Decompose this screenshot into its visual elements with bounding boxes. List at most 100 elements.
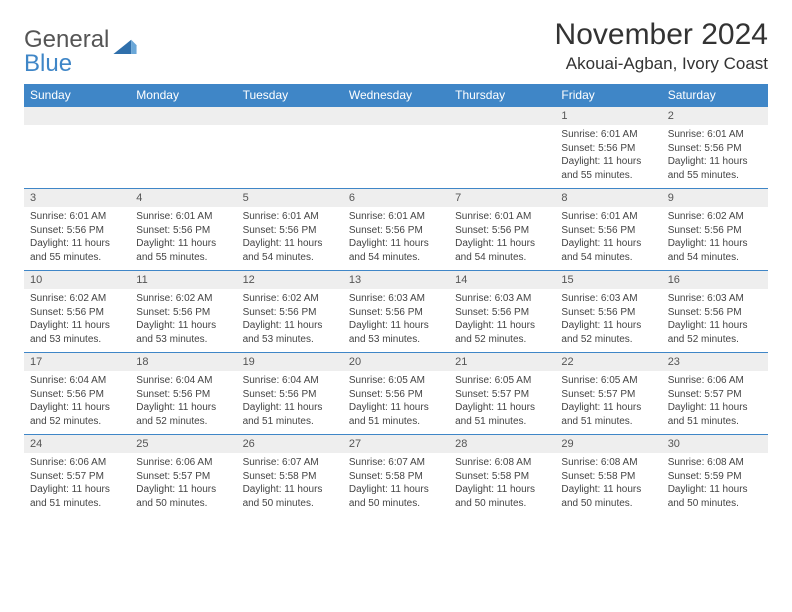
day-detail-line: Sunrise: 6:03 AM [455, 292, 549, 306]
day-cell: Sunrise: 6:03 AMSunset: 5:56 PMDaylight:… [343, 289, 449, 353]
day-detail-line: and 50 minutes. [455, 497, 549, 511]
day-detail-line: Sunset: 5:58 PM [561, 470, 655, 484]
day-detail-line: Daylight: 11 hours [455, 401, 549, 415]
day-detail-line: Sunrise: 6:04 AM [136, 374, 230, 388]
day-header: Tuesday [237, 84, 343, 107]
day-detail-line: Sunrise: 6:02 AM [30, 292, 124, 306]
week-daynum-row: 10111213141516 [24, 271, 768, 290]
day-number: 7 [449, 189, 555, 208]
day-detail-line: Sunrise: 6:08 AM [561, 456, 655, 470]
day-detail-line: Daylight: 11 hours [668, 401, 762, 415]
logo: GeneralBlue [24, 18, 137, 78]
day-detail-line: Sunset: 5:56 PM [349, 306, 443, 320]
day-header-row: SundayMondayTuesdayWednesdayThursdayFrid… [24, 84, 768, 107]
day-number: 6 [343, 189, 449, 208]
day-cell: Sunrise: 6:08 AMSunset: 5:58 PMDaylight:… [555, 453, 661, 516]
day-detail-line: and 50 minutes. [136, 497, 230, 511]
day-detail-line: Sunrise: 6:04 AM [243, 374, 337, 388]
day-detail-line: Daylight: 11 hours [668, 319, 762, 333]
day-detail-line: Daylight: 11 hours [136, 483, 230, 497]
day-detail-line: Daylight: 11 hours [30, 237, 124, 251]
day-detail-line: Sunset: 5:56 PM [561, 224, 655, 238]
day-detail-line: and 51 minutes. [561, 415, 655, 429]
day-cell: Sunrise: 6:03 AMSunset: 5:56 PMDaylight:… [555, 289, 661, 353]
day-number [24, 107, 130, 126]
page-subtitle: Akouai-Agban, Ivory Coast [555, 54, 768, 74]
day-cell: Sunrise: 6:04 AMSunset: 5:56 PMDaylight:… [237, 371, 343, 435]
day-cell [24, 125, 130, 189]
day-number: 4 [130, 189, 236, 208]
day-detail-line: Sunset: 5:56 PM [561, 142, 655, 156]
day-detail-line: Sunrise: 6:01 AM [136, 210, 230, 224]
day-detail-line: and 54 minutes. [349, 251, 443, 265]
day-detail-line: and 50 minutes. [243, 497, 337, 511]
calendar-table: SundayMondayTuesdayWednesdayThursdayFrid… [24, 84, 768, 516]
day-detail-line: and 51 minutes. [455, 415, 549, 429]
day-detail-line: and 52 minutes. [668, 333, 762, 347]
day-number: 27 [343, 435, 449, 454]
day-number: 23 [662, 353, 768, 372]
day-detail-line: Sunset: 5:56 PM [561, 306, 655, 320]
day-detail-line: Sunrise: 6:01 AM [455, 210, 549, 224]
day-detail-line: Daylight: 11 hours [243, 319, 337, 333]
day-detail-line: Daylight: 11 hours [668, 483, 762, 497]
day-number: 1 [555, 107, 661, 126]
day-detail-line: Sunrise: 6:03 AM [668, 292, 762, 306]
day-detail-line: Sunset: 5:56 PM [668, 224, 762, 238]
day-detail-line: Sunrise: 6:08 AM [668, 456, 762, 470]
calendar-page: GeneralBlue November 2024 Akouai-Agban, … [0, 0, 792, 516]
week-daynum-row: 12 [24, 107, 768, 126]
day-detail-line: and 51 minutes. [243, 415, 337, 429]
day-detail-line: Sunset: 5:58 PM [243, 470, 337, 484]
day-detail-line: Sunrise: 6:03 AM [561, 292, 655, 306]
day-number: 22 [555, 353, 661, 372]
day-header: Saturday [662, 84, 768, 107]
week-content-row: Sunrise: 6:01 AM Sunset: 5:56 PM Daylight:… [24, 207, 768, 271]
day-cell [449, 125, 555, 189]
day-number: 30 [662, 435, 768, 454]
day-number: 17 [24, 353, 130, 372]
day-detail-line: and 50 minutes. [561, 497, 655, 511]
day-number: 29 [555, 435, 661, 454]
day-detail-line: Sunset: 5:56 PM [349, 388, 443, 402]
day-number: 9 [662, 189, 768, 208]
day-cell: Sunrise: 6:06 AMSunset: 5:57 PMDaylight:… [24, 453, 130, 516]
day-detail-line: and 53 minutes. [243, 333, 337, 347]
day-detail-line: Daylight: 11 hours [30, 483, 124, 497]
day-cell: Sunrise: 6:06 AMSunset: 5:57 PMDaylight:… [662, 371, 768, 435]
day-number: 20 [343, 353, 449, 372]
day-detail-line: Sunset: 5:56 PM [136, 388, 230, 402]
day-detail-line: Sunrise: 6:07 AM [349, 456, 443, 470]
day-detail-line: and 54 minutes. [668, 251, 762, 265]
week-content-row: Sunrise: 6:04 AMSunset: 5:56 PMDaylight:… [24, 371, 768, 435]
day-detail-line: Sunset: 5:56 PM [243, 388, 337, 402]
day-number: 16 [662, 271, 768, 290]
day-detail-line: Sunset: 5:56 PM [243, 224, 337, 238]
day-detail-line: Sunrise: 6:02 AM [668, 210, 762, 224]
day-detail-line: Daylight: 11 hours [349, 483, 443, 497]
day-detail-line: and 55 minutes. [668, 169, 762, 183]
week-daynum-row: 3456789 [24, 189, 768, 208]
day-number: 5 [237, 189, 343, 208]
logo-text-blue: Blue [24, 50, 137, 78]
day-detail-line: Sunset: 5:56 PM [30, 388, 124, 402]
day-cell: Sunrise: 6:05 AMSunset: 5:57 PMDaylight:… [555, 371, 661, 435]
day-detail-line: Sunrise: 6:01 AM [349, 210, 443, 224]
day-detail-line: Sunrise: 6:03 AM [349, 292, 443, 306]
day-detail-line: Sunrise: 6:07 AM [243, 456, 337, 470]
day-detail-line: and 53 minutes. [349, 333, 443, 347]
day-detail-line: Daylight: 11 hours [243, 401, 337, 415]
day-number: 19 [237, 353, 343, 372]
day-detail-line: and 52 minutes. [561, 333, 655, 347]
day-number: 2 [662, 107, 768, 126]
day-detail-line: Sunset: 5:57 PM [455, 388, 549, 402]
day-number: 15 [555, 271, 661, 290]
day-cell: Sunrise: 6:04 AMSunset: 5:56 PMDaylight:… [24, 371, 130, 435]
day-number: 11 [130, 271, 236, 290]
day-header: Thursday [449, 84, 555, 107]
day-number [343, 107, 449, 126]
day-detail-line: Sunset: 5:57 PM [136, 470, 230, 484]
day-number [130, 107, 236, 126]
week-content-row: Sunrise: 6:01 AMSunset: 5:56 PMDaylight:… [24, 125, 768, 189]
day-number: 13 [343, 271, 449, 290]
